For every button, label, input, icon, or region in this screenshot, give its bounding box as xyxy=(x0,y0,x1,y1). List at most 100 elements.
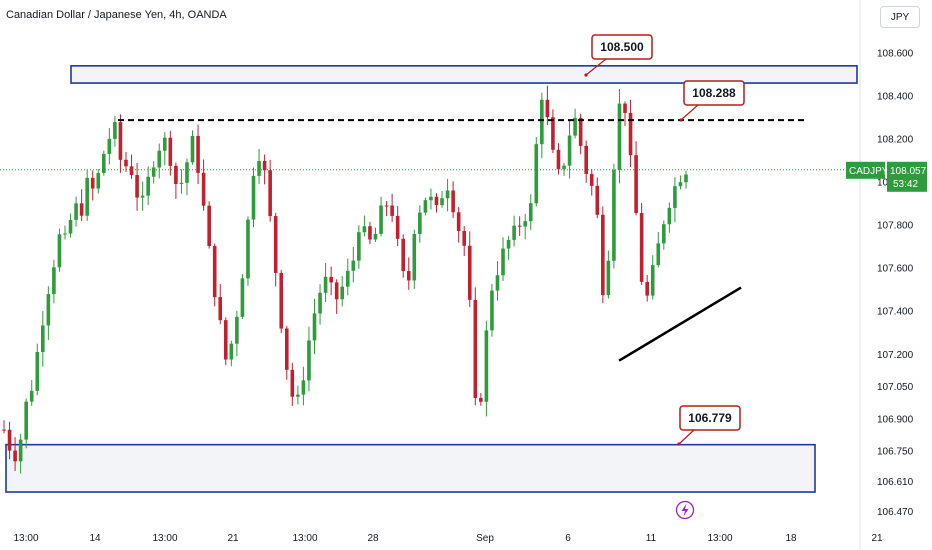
candle-down xyxy=(601,214,605,296)
price-callout[interactable]: 108.500 xyxy=(584,34,653,77)
price-tick-label: 108.400 xyxy=(877,91,914,102)
time-tick-label: 13:00 xyxy=(292,533,317,544)
price-callout[interactable]: 106.779 xyxy=(677,405,741,446)
candle-up xyxy=(102,153,106,173)
candle-up xyxy=(74,203,78,220)
candle-down xyxy=(545,99,550,118)
candle-up xyxy=(662,224,666,244)
candle-up xyxy=(495,275,500,291)
candle-up xyxy=(63,233,67,235)
candle-up xyxy=(373,233,378,240)
support-zone[interactable] xyxy=(5,443,816,493)
candle-up xyxy=(506,239,511,249)
candle-up xyxy=(484,330,489,402)
candle-down xyxy=(451,190,455,213)
candle-up xyxy=(46,294,51,326)
zones-layer xyxy=(5,65,858,493)
candle-down xyxy=(334,282,339,300)
candle-down xyxy=(467,245,472,300)
candle-down xyxy=(578,117,583,146)
candle-up xyxy=(35,352,40,391)
candle-up xyxy=(528,203,533,222)
chart-title: Canadian Dollar / Japanese Yen, 4h, OAND… xyxy=(6,9,227,21)
candle-up xyxy=(318,292,322,314)
candle-up xyxy=(667,207,672,225)
price-tick-label: 106.470 xyxy=(877,507,914,518)
candle-up xyxy=(534,144,539,204)
candle-up xyxy=(96,172,101,189)
candle-down xyxy=(212,245,217,298)
price-tick-label: 107.800 xyxy=(877,221,914,232)
candle-up xyxy=(162,137,167,151)
candle-down xyxy=(584,145,588,174)
time-tick-label: 13:00 xyxy=(707,533,732,544)
price-tick-label: 108.600 xyxy=(877,48,914,59)
candle-down xyxy=(7,429,12,451)
candle-up xyxy=(340,286,345,300)
candle-up xyxy=(573,117,577,136)
candle-down xyxy=(406,271,411,281)
candle-up xyxy=(301,380,306,395)
candle-up xyxy=(418,212,422,234)
candle-down xyxy=(634,155,638,214)
candle-up xyxy=(612,169,616,261)
candle-up xyxy=(179,182,184,184)
price-tick-label: 106.900 xyxy=(877,414,914,425)
candle-down xyxy=(279,272,284,329)
price-callout[interactable]: 108.288 xyxy=(679,80,745,122)
candle-down xyxy=(129,166,134,176)
candle-up xyxy=(673,186,677,208)
candle-down xyxy=(118,122,123,160)
current-price-badge: CADJPY 108.057 53:42 xyxy=(846,161,927,192)
time-tick-label: 13:00 xyxy=(13,533,38,544)
candle-up xyxy=(52,267,56,295)
candle-up xyxy=(501,248,505,276)
candle-up xyxy=(185,162,189,183)
candle-down xyxy=(124,159,128,167)
time-tick-label: 14 xyxy=(89,533,101,544)
candle-up xyxy=(567,135,572,166)
ascending-trendline[interactable] xyxy=(618,286,742,362)
price-axis[interactable]: 108.600108.400108.200108.000107.800107.6… xyxy=(846,0,927,550)
candle-up xyxy=(151,167,156,177)
levels-layer xyxy=(118,119,808,362)
price-tick-label: 107.400 xyxy=(877,307,914,318)
candle-up xyxy=(107,138,112,154)
candle-up xyxy=(146,176,150,196)
time-axis[interactable]: 13:00 14 13:00 21 13:00 28 Sep 6 11 13:00 18 21 xyxy=(13,533,883,544)
candle-down xyxy=(473,299,478,398)
time-tick-label: Sep xyxy=(476,533,494,544)
currency-selector[interactable]: JPY xyxy=(880,6,920,28)
candle-down xyxy=(517,225,522,227)
resistance-zone[interactable] xyxy=(70,65,858,84)
lightning-icon[interactable] xyxy=(675,500,695,520)
candle-down xyxy=(434,196,439,206)
candle-down xyxy=(462,231,467,246)
candle-down xyxy=(551,117,555,150)
time-tick-label: 21 xyxy=(227,533,239,544)
time-tick-label: 11 xyxy=(646,533,657,544)
candle-down xyxy=(595,185,600,215)
candle-up xyxy=(606,260,611,296)
candle-up xyxy=(68,219,73,234)
candle-down xyxy=(201,172,206,206)
candle-down xyxy=(384,205,389,207)
candle-down xyxy=(390,205,394,216)
candle-up xyxy=(412,233,417,281)
candle-up xyxy=(157,150,162,168)
callout-label: 108.500 xyxy=(600,40,644,54)
candle-down xyxy=(479,397,483,402)
candle-down xyxy=(135,175,139,198)
price-tick-label: 107.200 xyxy=(877,350,914,361)
candle-down xyxy=(262,160,267,171)
candle-down xyxy=(395,215,400,239)
candle-down xyxy=(207,205,211,246)
price-tick-label: 106.750 xyxy=(877,447,914,458)
candle-down xyxy=(196,135,200,173)
candle-up xyxy=(379,205,383,234)
time-tick-label: 18 xyxy=(785,533,797,544)
candle-up xyxy=(41,325,45,353)
candle-up xyxy=(490,290,494,331)
price-tick-label: 107.050 xyxy=(877,382,914,393)
